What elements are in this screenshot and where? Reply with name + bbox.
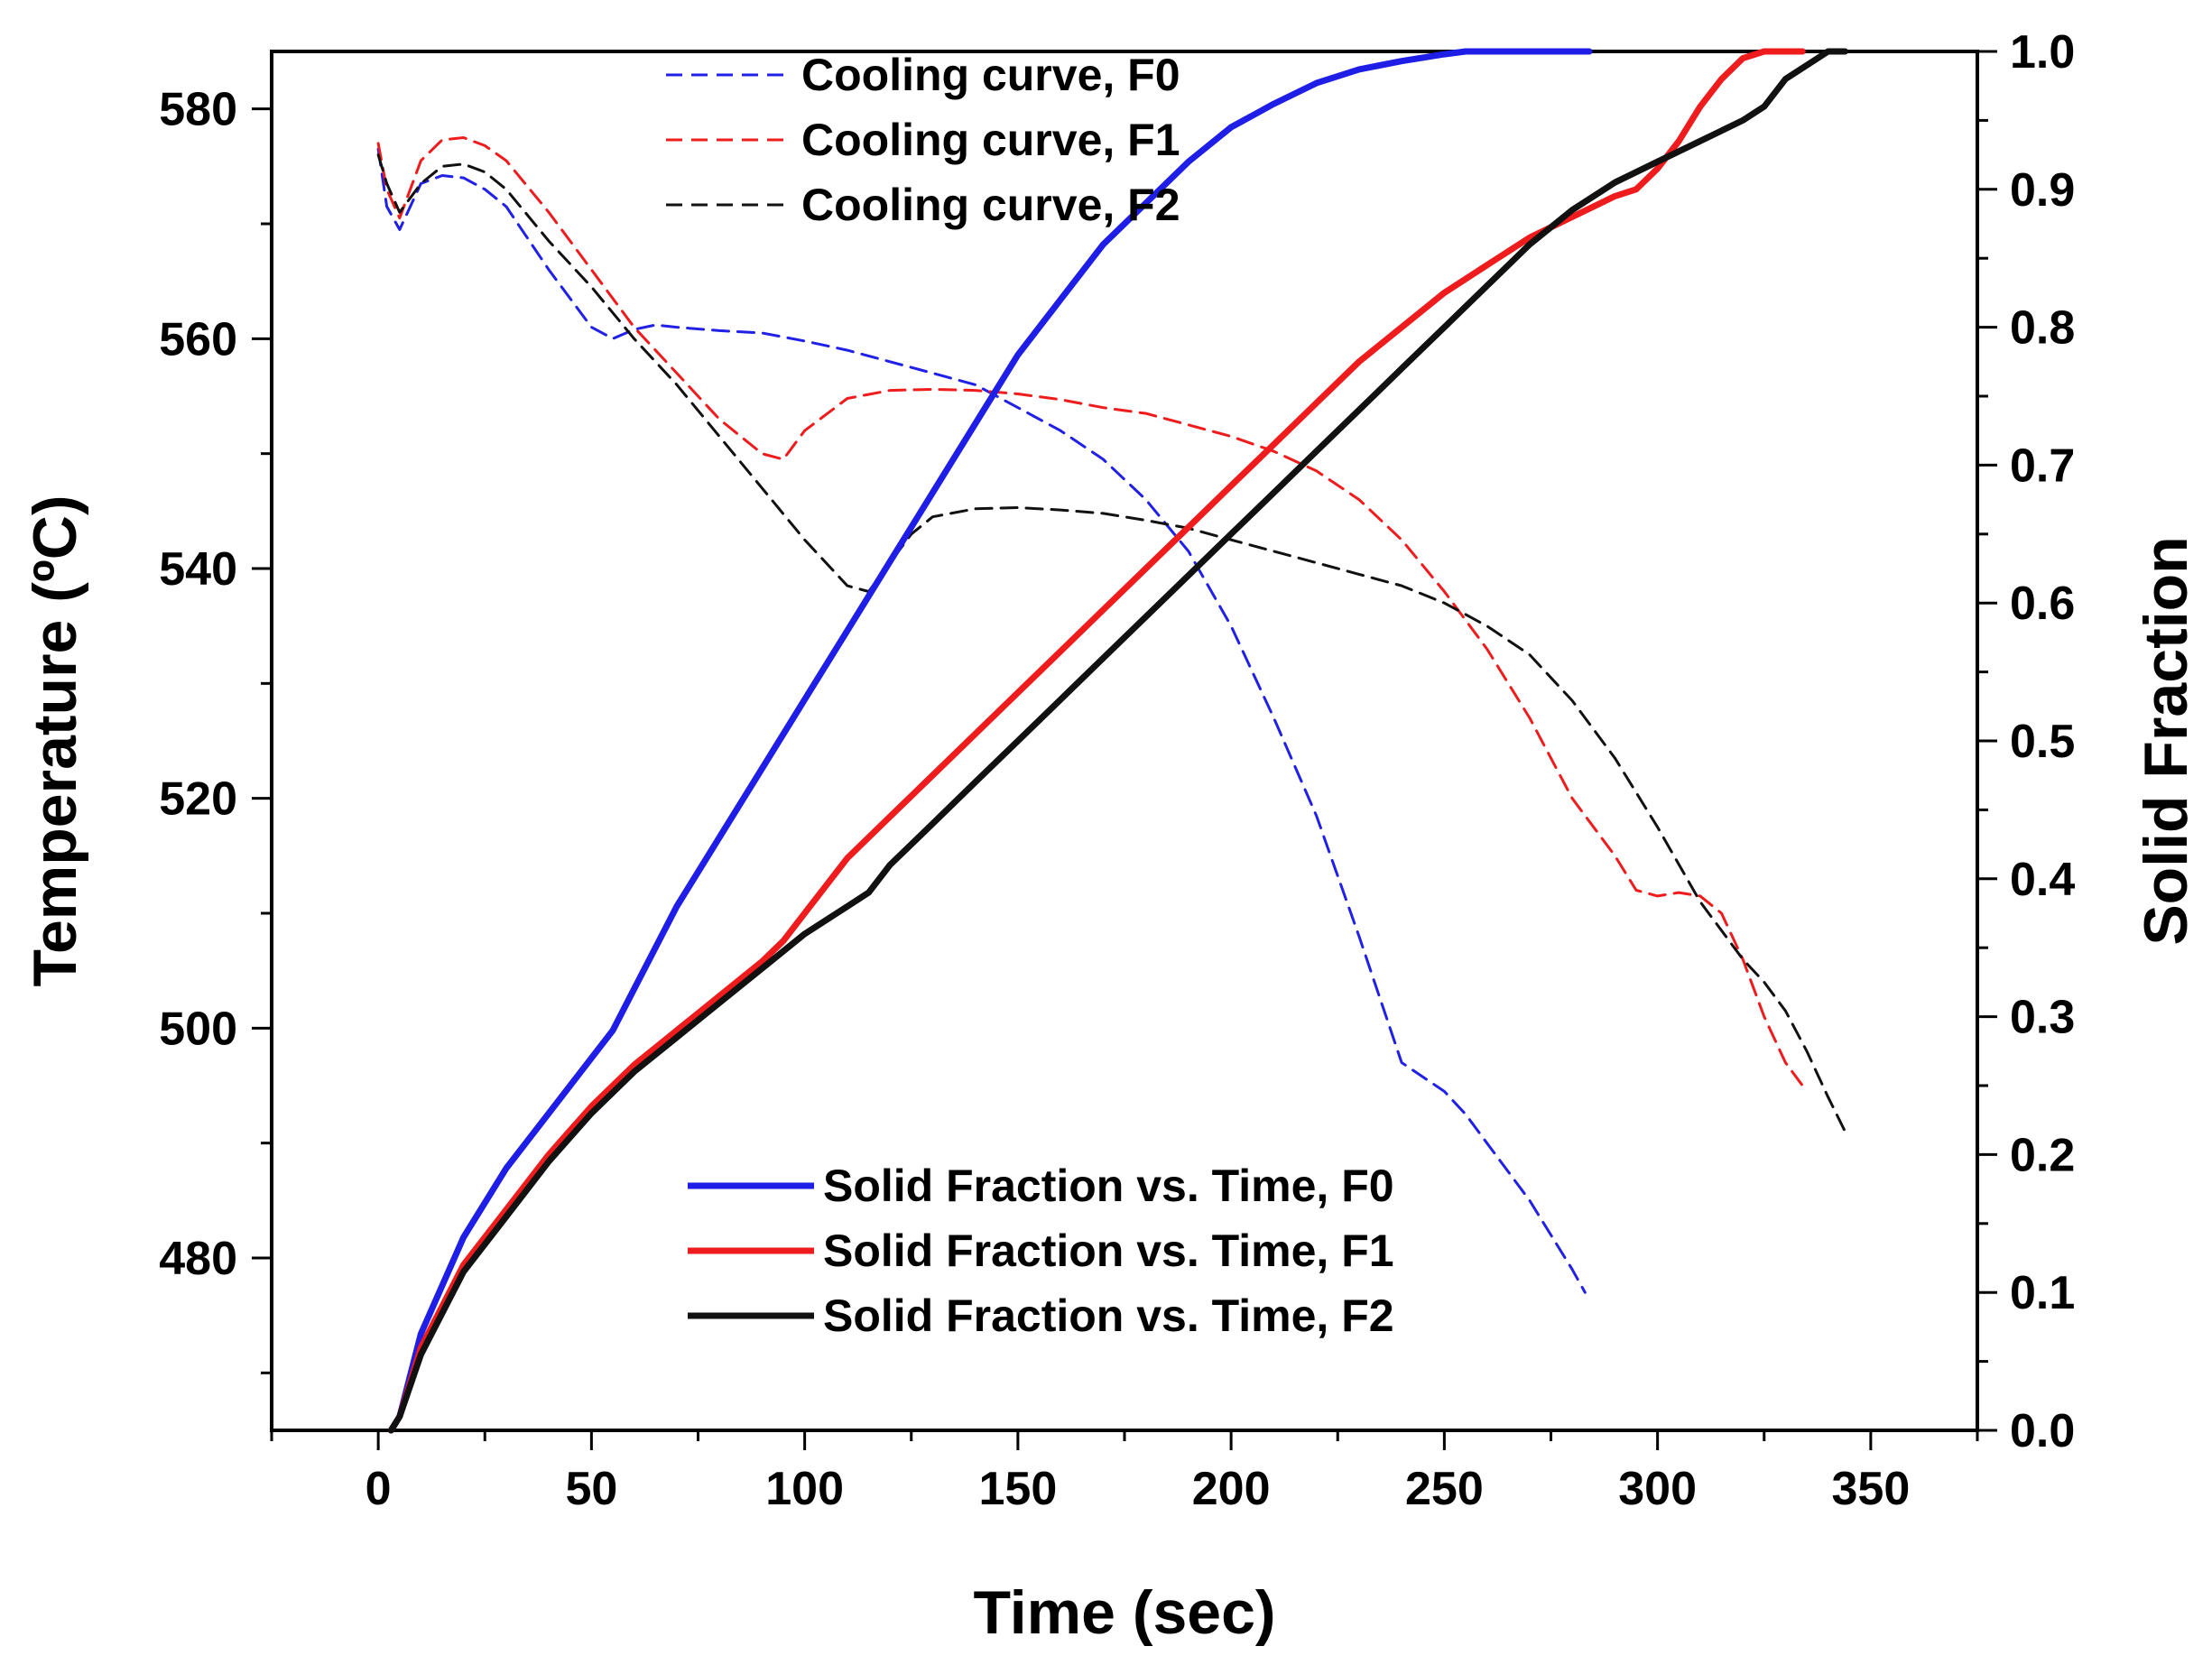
x-tick-label: 0 xyxy=(366,1463,392,1515)
plot-area-frame xyxy=(270,50,1979,1432)
y-right-tick-label: 0.4 xyxy=(2010,854,2075,906)
x-tick-label: 350 xyxy=(1831,1463,1910,1515)
legend-top: Cooling curve, F0 Cooling curve, F1 Coolin… xyxy=(666,50,1180,230)
y-left-tick-label: 520 xyxy=(159,773,237,826)
y-right-tick-label: 0.1 xyxy=(2010,1267,2075,1319)
x-tick-label: 100 xyxy=(765,1463,844,1515)
y-left-tick-label: 540 xyxy=(159,543,237,596)
x-axis-title: Time (sec) xyxy=(973,1578,1275,1647)
y-left-tick-label: 500 xyxy=(159,1003,237,1055)
y-right-tick-label: 0.5 xyxy=(2010,716,2075,768)
y-left-axis-ticks: 480 500 520 540 560 580 xyxy=(159,84,272,1374)
legend-bottom: Solid Fraction vs. Time, F0 Solid Fractio… xyxy=(688,1161,1394,1341)
legend-label: Solid Fraction vs. Time, F0 xyxy=(823,1161,1394,1211)
series-layer xyxy=(376,48,1848,1434)
series-solid-fraction-vs-time-f2 xyxy=(387,48,1848,1434)
x-tick-label: 50 xyxy=(565,1463,617,1515)
y-right-tick-label: 0.6 xyxy=(2010,578,2075,630)
y-right-tick-label: 0.0 xyxy=(2010,1405,2075,1457)
series-cooling-curve-f0 xyxy=(376,147,1587,1294)
x-tick-label: 200 xyxy=(1192,1463,1271,1515)
series-cooling-curve-f1 xyxy=(376,136,1804,1087)
x-axis-ticks: 0 50 100 150 200 250 300 350 xyxy=(270,1430,1979,1515)
y-right-tick-label: 0.2 xyxy=(2010,1129,2075,1181)
y-right-tick-label: 0.7 xyxy=(2010,439,2075,492)
y-left-axis-title: Temperature (ºC) xyxy=(21,495,89,987)
y-left-tick-label: 480 xyxy=(159,1233,237,1285)
legend-label: Cooling curve, F2 xyxy=(801,180,1180,230)
x-tick-label: 150 xyxy=(978,1463,1057,1515)
x-tick-label: 300 xyxy=(1618,1463,1697,1515)
series-solid-fraction-vs-time-f1 xyxy=(387,48,1806,1434)
y-right-tick-label: 0.9 xyxy=(2010,164,2075,217)
y-right-tick-label: 0.8 xyxy=(2010,302,2075,355)
y-left-tick-label: 560 xyxy=(159,313,237,365)
legend-label: Cooling curve, F0 xyxy=(801,50,1180,100)
y-left-tick-label: 580 xyxy=(159,84,237,136)
legend-label: Solid Fraction vs. Time, F2 xyxy=(823,1290,1394,1341)
y-right-axis-ticks: 0.0 0.1 0.2 0.3 0.4 0.5 0.6 0.7 0.8 0.9 1.0 xyxy=(1977,26,2075,1457)
legend-label: Cooling curve, F1 xyxy=(801,115,1180,165)
legend-label: Solid Fraction vs. Time, F1 xyxy=(823,1225,1394,1276)
y-right-tick-label: 1.0 xyxy=(2010,26,2075,79)
x-tick-label: 250 xyxy=(1405,1463,1484,1515)
series-cooling-curve-f2 xyxy=(376,153,1846,1133)
y-right-axis-title: Solid Fraction xyxy=(2132,536,2200,945)
series-solid-fraction-vs-time-f0 xyxy=(387,48,1593,1434)
y-right-tick-label: 0.3 xyxy=(2010,992,2075,1044)
